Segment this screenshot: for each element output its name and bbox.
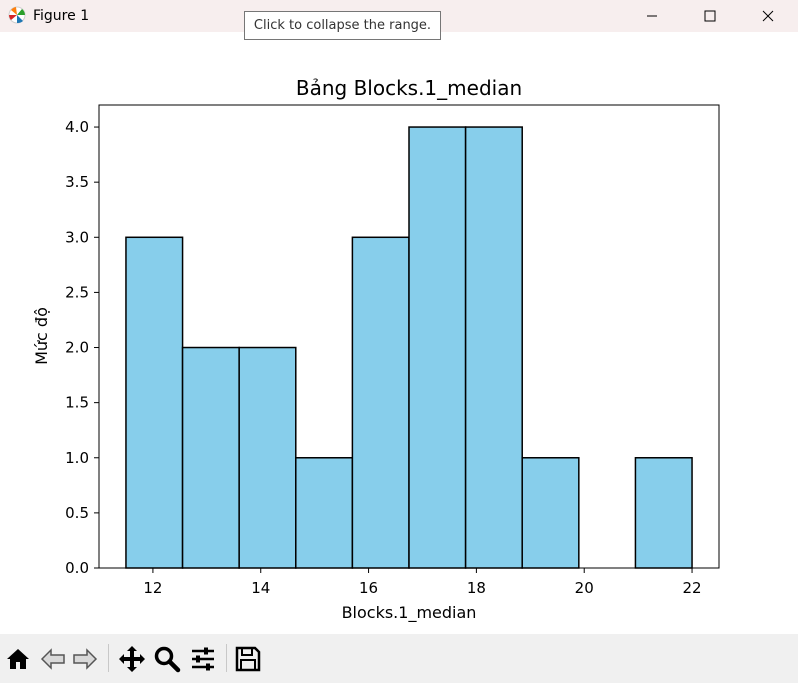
y-tick-label: 1.5	[65, 394, 89, 412]
back-icon	[40, 648, 65, 670]
x-tick-label: 16	[359, 579, 378, 597]
histogram-chart: Bảng Blocks.1_median 12 14 16 18 20 22 0.0 0.5…	[32, 76, 720, 623]
zoom-button[interactable]	[152, 644, 182, 674]
histogram-bar	[238, 346, 297, 569]
histogram-bar	[634, 457, 693, 569]
x-axis-label: Blocks.1_median	[342, 603, 477, 623]
home-button[interactable]	[3, 644, 33, 674]
x-tick-label: 18	[467, 579, 486, 597]
y-tick-label: 2.5	[65, 283, 89, 301]
save-icon	[235, 646, 261, 672]
forward-icon	[73, 648, 98, 670]
matplotlib-app-icon	[8, 6, 26, 24]
y-axis-label: Mức độ	[32, 307, 51, 365]
home-icon	[7, 649, 29, 669]
histogram-bar	[125, 236, 184, 569]
navigation-toolbar	[0, 634, 798, 683]
histogram-bar	[521, 457, 580, 569]
y-tick-label: 4.0	[65, 118, 89, 136]
y-tick-label: 0.5	[65, 504, 89, 522]
save-button[interactable]	[233, 644, 263, 674]
axes-frame	[98, 104, 720, 569]
maximize-button[interactable]	[681, 0, 739, 32]
back-button[interactable]	[38, 644, 68, 674]
histogram-bar	[408, 126, 467, 569]
close-icon	[762, 10, 774, 22]
y-tick-label: 2.0	[65, 339, 89, 357]
toolbar-separator	[108, 644, 109, 672]
maximize-icon	[704, 10, 716, 22]
configure-subplots-icon	[192, 647, 214, 671]
y-tick-label: 3.0	[65, 228, 89, 246]
figure-canvas[interactable]: Bảng Blocks.1_median 12 14 16 18 20 22 0.0 0.5…	[0, 32, 798, 634]
x-tick-label: 22	[682, 579, 701, 597]
histogram-bar	[351, 236, 410, 569]
x-tick-label: 20	[575, 579, 594, 597]
y-tick-label: 3.5	[65, 173, 89, 191]
chart-title: Bảng Blocks.1_median	[296, 76, 522, 100]
y-tick-label: 1.0	[65, 449, 89, 467]
y-tick-label: 0.0	[65, 559, 89, 577]
close-button[interactable]	[739, 0, 797, 32]
histogram-bar	[181, 346, 240, 569]
pan-icon	[119, 646, 145, 672]
minimize-icon	[647, 15, 657, 17]
x-tick-label: 12	[143, 579, 162, 597]
pan-button[interactable]	[117, 644, 147, 674]
histogram-bar	[464, 126, 523, 569]
window-title: Figure 1	[33, 8, 90, 24]
x-tick-label: 14	[251, 579, 270, 597]
zoom-icon	[154, 646, 181, 673]
minimize-button[interactable]	[623, 0, 681, 32]
toolbar-separator	[226, 644, 227, 672]
forward-button[interactable]	[70, 644, 100, 674]
range-tooltip: Click to collapse the range.	[244, 11, 441, 40]
histogram-bar	[295, 457, 354, 569]
configure-subplots-button[interactable]	[188, 644, 218, 674]
